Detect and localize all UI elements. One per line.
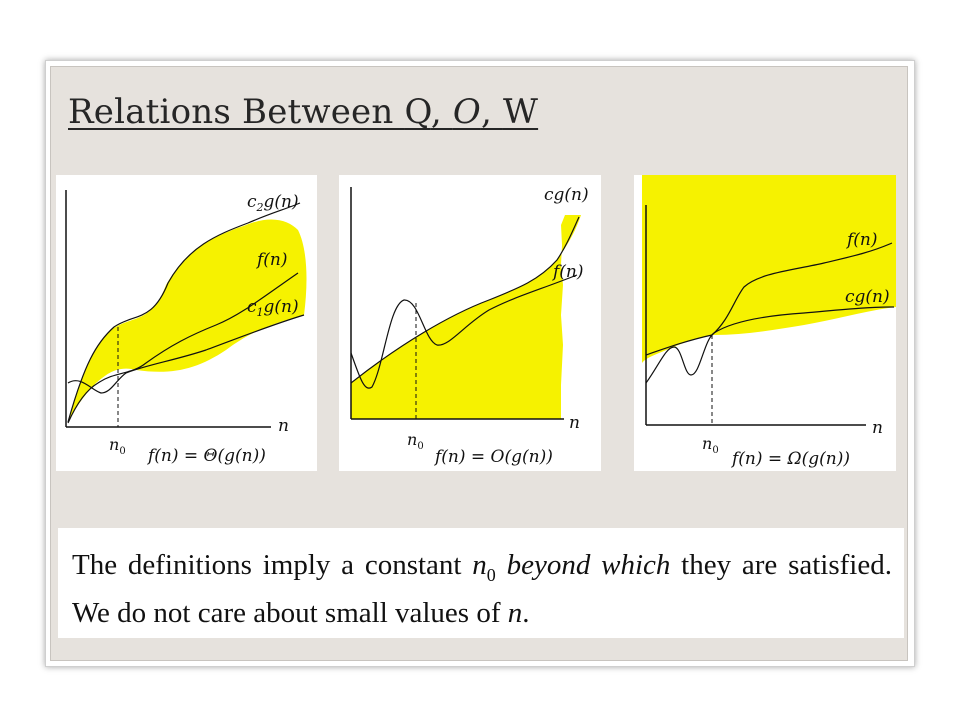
omega-highlight-region: [642, 175, 896, 363]
theta-caption: f(n) = Θ(g(n)): [146, 446, 266, 466]
theta-upper-label: c2g(n): [247, 192, 299, 214]
big-o-f-curve: [350, 274, 578, 389]
title-separator: ,: [430, 92, 453, 132]
theta-lower-label: c1g(n): [247, 297, 299, 319]
title-omega-symbol: W: [502, 92, 539, 132]
note-text: The definitions imply a constant n0 beyo…: [72, 549, 892, 629]
omega-diagram: f(n) cg(n) n n0 f(n) = Ω(g(n)): [642, 175, 896, 469]
big-o-x-axis-label: n: [569, 413, 580, 433]
theta-lower-bound-curve: [67, 314, 305, 394]
omega-n0-label: n0: [702, 434, 719, 456]
title-separator: ,: [480, 92, 503, 132]
big-o-cg-label: cg(n): [544, 185, 589, 205]
theta-upper-bound-curve: [67, 202, 301, 423]
omega-diagram-panel: f(n) cg(n) n n0 f(n) = Ω(g(n)): [634, 175, 896, 471]
theta-highlight-region: [68, 219, 307, 423]
theta-diagram-panel: c2g(n) f(n) c1g(n) n n0 f(n) = Θ(g(n)): [56, 175, 317, 471]
slide-title: Relations Between Q, O, W: [68, 92, 538, 132]
note-n0-symbol: n: [472, 549, 487, 581]
omega-f-label: f(n): [845, 230, 878, 250]
theta-f-label: f(n): [255, 250, 288, 270]
theta-f-curve: [67, 272, 299, 424]
theta-n0-label: n0: [109, 435, 126, 457]
note-emphasis: beyond which: [506, 549, 671, 581]
big-o-diagram-panel: cg(n) f(n) n n0 f(n) = O(g(n)): [339, 175, 601, 471]
note-box: The definitions imply a constant n0 beyo…: [58, 528, 904, 638]
big-o-n0-label: n0: [407, 430, 424, 452]
theta-x-axis-label: n: [278, 416, 289, 436]
title-theta-symbol: Q: [404, 92, 431, 132]
big-o-cg-curve: [350, 216, 580, 384]
omega-cg-label: cg(n): [845, 287, 890, 307]
omega-x-axis-label: n: [872, 418, 883, 438]
omega-caption: f(n) = Ω(g(n)): [730, 449, 850, 469]
big-o-caption: f(n) = O(g(n)): [433, 447, 553, 467]
omega-cg-curve: [645, 242, 893, 356]
note-n-symbol: n: [507, 596, 523, 629]
title-o-symbol: O: [452, 92, 481, 132]
big-o-diagram: cg(n) f(n) n n0 f(n) = O(g(n)): [350, 185, 589, 467]
theta-diagram: c2g(n) f(n) c1g(n) n n0 f(n) = Θ(g(n)): [65, 190, 307, 466]
big-o-highlight-region: [351, 215, 581, 419]
big-o-f-label: f(n): [551, 262, 584, 282]
title-prefix: Relations Between: [68, 92, 405, 132]
omega-f-curve: [645, 306, 895, 384]
